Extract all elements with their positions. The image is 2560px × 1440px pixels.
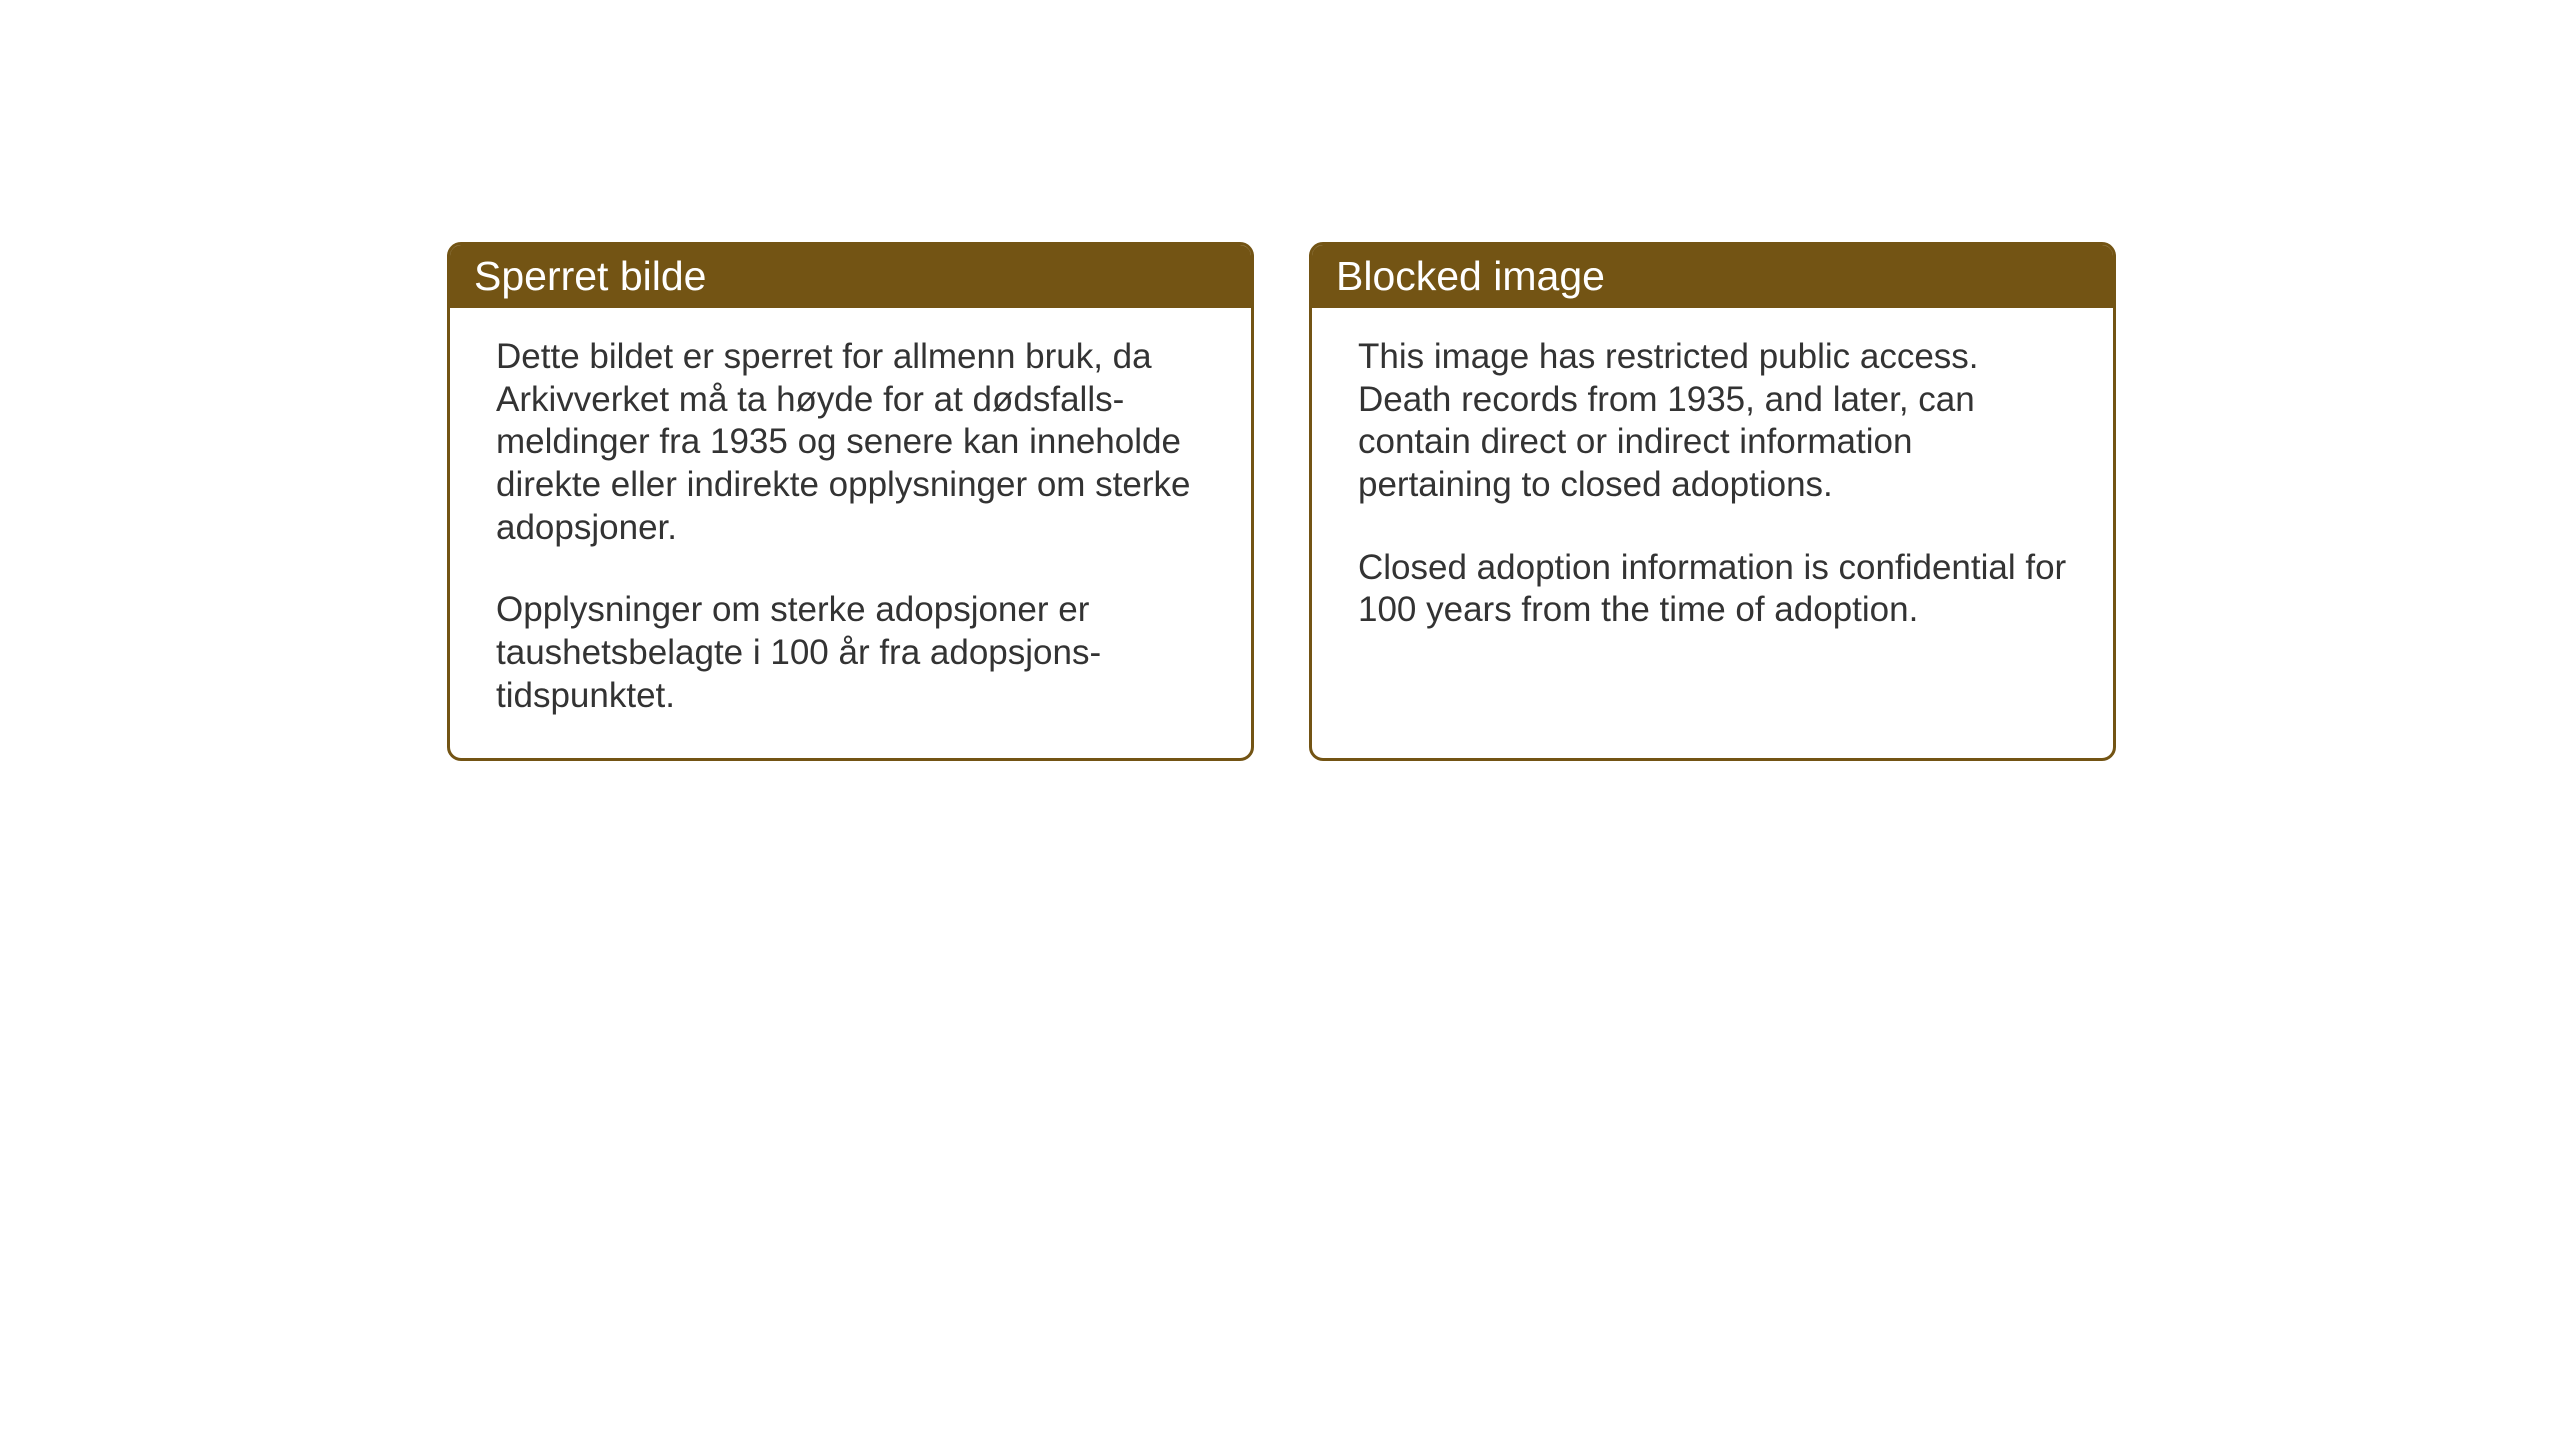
norwegian-info-box: Sperret bilde Dette bildet er sperret fo…	[447, 242, 1254, 761]
norwegian-box-title: Sperret bilde	[450, 245, 1251, 308]
english-box-title: Blocked image	[1312, 245, 2113, 308]
norwegian-paragraph-2: Opplysninger om sterke adopsjoner er tau…	[496, 589, 1205, 717]
english-paragraph-1: This image has restricted public access.…	[1358, 336, 2067, 507]
norwegian-paragraph-1: Dette bildet er sperret for allmenn bruk…	[496, 336, 1205, 549]
english-paragraph-2: Closed adoption information is confident…	[1358, 547, 2067, 632]
norwegian-box-content: Dette bildet er sperret for allmenn bruk…	[450, 308, 1251, 758]
english-info-box: Blocked image This image has restricted …	[1309, 242, 2116, 761]
english-box-content: This image has restricted public access.…	[1312, 308, 2113, 672]
info-boxes-container: Sperret bilde Dette bildet er sperret fo…	[447, 242, 2116, 761]
